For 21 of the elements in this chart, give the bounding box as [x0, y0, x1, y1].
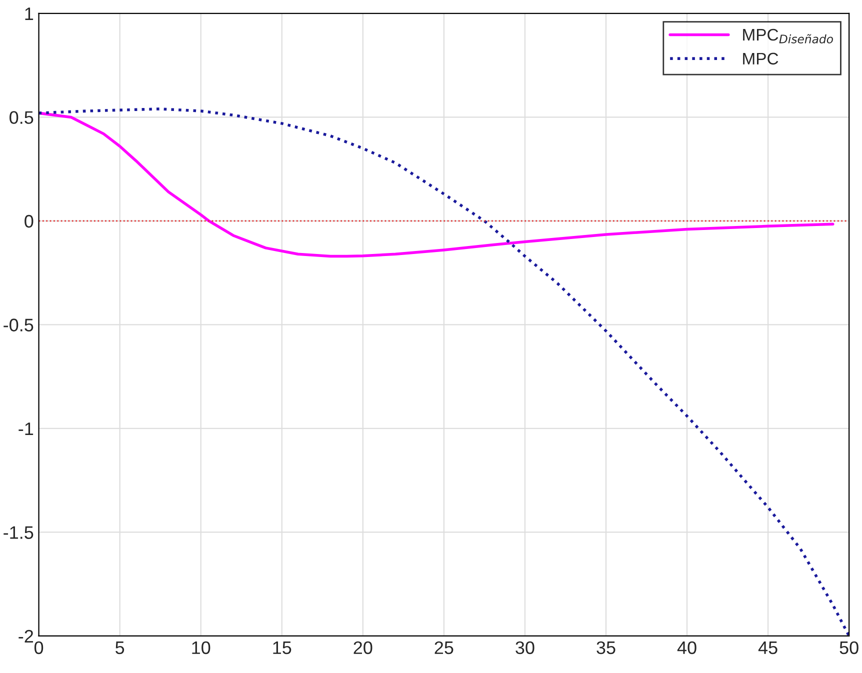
y-tick-label: -1.5 — [4, 526, 34, 539]
x-tick-label: 15 — [273, 642, 292, 654]
y-tick-label: -1 — [18, 422, 34, 436]
legend-label: MPC — [743, 52, 778, 65]
legend-label: MPC$_{Diseñado}$ — [743, 28, 833, 44]
y-tick-label: 0 — [24, 214, 34, 228]
x-tick-label: 25 — [434, 641, 454, 654]
x-tick-label: 40 — [677, 641, 696, 654]
y-tick-label: 1 — [25, 8, 34, 20]
x-tick-label: 30 — [516, 641, 534, 654]
y-tick-label: -0.5 — [4, 318, 34, 332]
x-tick-label: 45 — [758, 642, 778, 654]
x-tick-label: 20 — [354, 641, 372, 654]
y-tick-label: 0.5 — [10, 111, 34, 124]
x-tick-label: 50 — [840, 641, 858, 654]
x-tick-label: 5 — [116, 642, 124, 654]
x-tick-label: 10 — [192, 641, 210, 654]
x-tick-label: 35 — [596, 641, 616, 654]
x-tick-label: 0 — [34, 641, 44, 654]
y-tick-label: -2 — [18, 630, 34, 643]
line-series — [38, 112, 834, 258]
